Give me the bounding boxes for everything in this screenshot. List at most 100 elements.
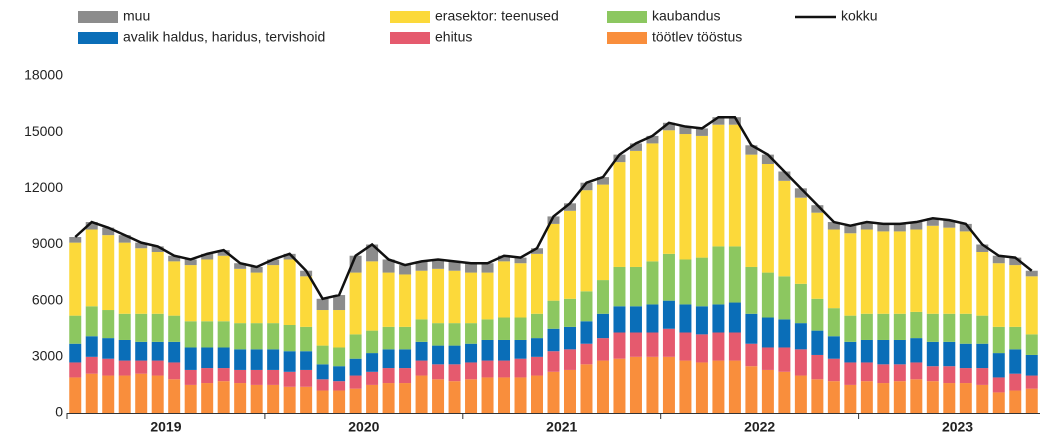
- bar-segment: [316, 310, 329, 346]
- bar-segment: [415, 319, 428, 342]
- bar-segment: [860, 313, 873, 340]
- bar-segment: [794, 375, 807, 413]
- bar-segment: [217, 347, 230, 369]
- bar-segment: [531, 313, 544, 339]
- bar-segment: [85, 229, 98, 307]
- bar-segment: [432, 345, 445, 365]
- bar-segment: [629, 332, 642, 357]
- bar-segment: [827, 229, 840, 309]
- bar-segment: [69, 362, 82, 378]
- bar-segment: [349, 358, 362, 376]
- bar-segment: [415, 270, 428, 320]
- bar-segment: [976, 244, 989, 252]
- bar-segment: [118, 339, 131, 361]
- bar-segment: [366, 261, 379, 331]
- bar-segment: [695, 128, 708, 136]
- bar-segment: [745, 343, 758, 367]
- bar-segment: [563, 326, 576, 350]
- legend-label: erasektor: teenused: [435, 8, 559, 24]
- bar-segment: [844, 362, 857, 385]
- bar-segment: [596, 338, 609, 361]
- bar-segment: [448, 323, 461, 346]
- bar-segment: [102, 235, 115, 311]
- bar-segment: [201, 368, 214, 384]
- bar-segment: [184, 321, 197, 348]
- bar-segment: [102, 375, 115, 413]
- bar-segment: [662, 356, 675, 413]
- bar-segment: [448, 381, 461, 413]
- x-tick-label: 2023: [942, 419, 973, 435]
- bar-segment: [201, 321, 214, 348]
- bar-segment: [382, 272, 395, 327]
- bar-segment: [118, 313, 131, 340]
- bar-segment: [184, 384, 197, 413]
- bar-segment: [745, 154, 758, 267]
- bar-segment: [794, 349, 807, 376]
- bar-segment: [563, 369, 576, 413]
- bar-segment: [629, 143, 642, 151]
- bar-segment: [679, 126, 692, 135]
- bar-segment: [976, 368, 989, 385]
- bar-segment: [85, 336, 98, 357]
- bar-segment: [580, 190, 593, 292]
- bar-segment: [745, 313, 758, 344]
- bar-segment: [877, 223, 890, 232]
- bar-segment: [910, 338, 923, 363]
- bar-segment: [201, 347, 214, 369]
- bar-segment: [432, 364, 445, 380]
- bar-segment: [613, 162, 626, 267]
- legend-swatch: [78, 32, 118, 44]
- bar-segment: [629, 356, 642, 413]
- bar-segment: [893, 231, 906, 314]
- bar-segment: [69, 315, 82, 344]
- bar-segment: [712, 124, 725, 247]
- bar-segment: [399, 274, 412, 327]
- bar-segment: [827, 358, 840, 382]
- bar-segment: [860, 229, 873, 314]
- bar-segment: [893, 339, 906, 365]
- bar-segment: [283, 371, 296, 387]
- bar-segment: [877, 313, 890, 340]
- x-tick-label: 2019: [150, 419, 181, 435]
- bar-segment: [267, 384, 280, 413]
- bar-segment: [580, 291, 593, 322]
- bar-segment: [646, 261, 659, 305]
- bar-segment: [959, 368, 972, 384]
- bar-segment: [1009, 390, 1022, 413]
- bar-segment: [267, 259, 280, 266]
- bar-segment: [679, 360, 692, 413]
- bar-segment: [893, 381, 906, 413]
- bar-segment: [382, 349, 395, 369]
- bar-segment: [761, 163, 774, 273]
- bar-segment: [135, 313, 148, 342]
- bar-segment: [646, 332, 659, 357]
- bar-segment: [267, 265, 280, 324]
- bar-segment: [514, 317, 527, 340]
- bar-segment: [168, 255, 181, 262]
- bar-segment: [959, 313, 972, 344]
- bar-segment: [910, 379, 923, 413]
- bar-segment: [498, 377, 511, 413]
- bar-segment: [531, 338, 544, 357]
- bar-segment: [679, 134, 692, 260]
- bar-segment: [217, 368, 230, 382]
- bar-segment: [926, 366, 939, 382]
- bar-segment: [267, 349, 280, 370]
- bar-segment: [844, 225, 857, 234]
- bar-segment: [333, 381, 346, 391]
- y-tick-label: 3000: [32, 348, 63, 364]
- bar-segment: [712, 360, 725, 413]
- bar-segment: [827, 381, 840, 413]
- bar-segment: [85, 356, 98, 374]
- bar-segment: [563, 210, 576, 299]
- bar-segment: [531, 253, 544, 314]
- bar-segment: [613, 306, 626, 333]
- bar-segment: [283, 351, 296, 372]
- bar-segment: [794, 188, 807, 198]
- bar-segment: [465, 379, 478, 413]
- bar-segment: [1009, 326, 1022, 350]
- bar-segment: [778, 171, 791, 181]
- bar-segment: [992, 263, 1005, 327]
- bar-segment: [844, 384, 857, 413]
- bar-segment: [382, 368, 395, 384]
